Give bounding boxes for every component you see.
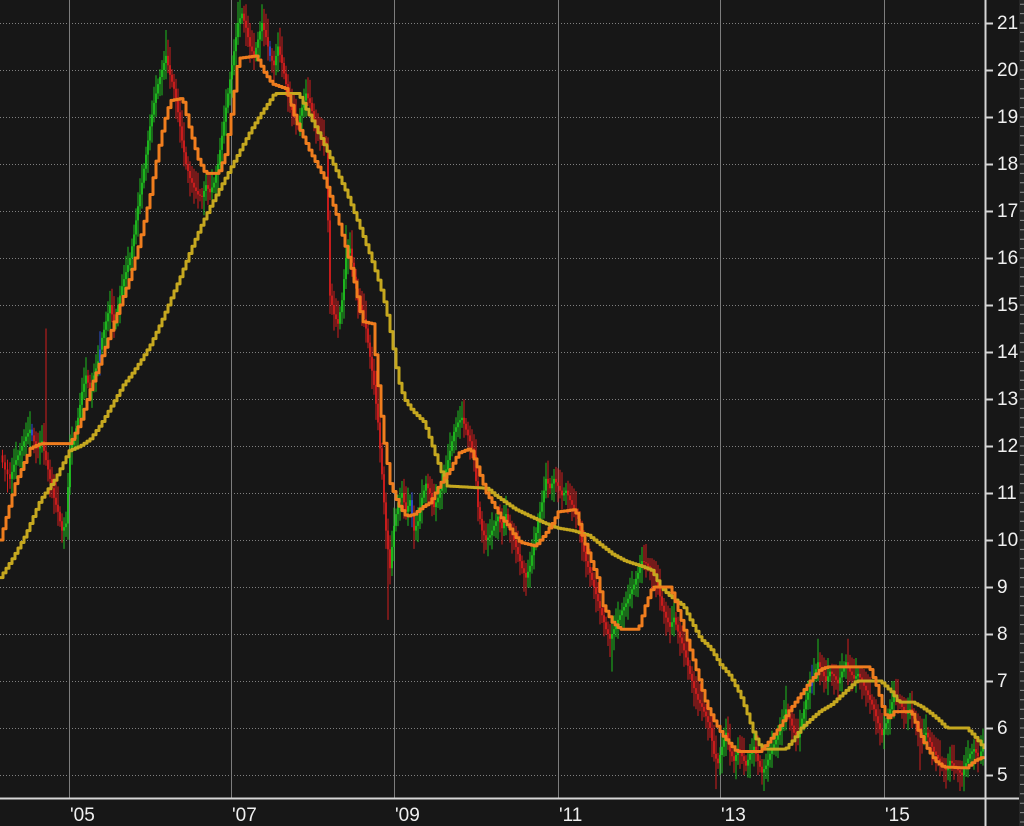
x-axis-label: '11 xyxy=(559,805,582,826)
right-edge-strip xyxy=(1019,0,1024,826)
vertical-gridlines xyxy=(69,0,885,798)
y-axis-label: 5 xyxy=(997,765,1008,786)
y-axis-label: 11 xyxy=(997,483,1017,504)
y-axis-ticks xyxy=(985,22,993,777)
y-axis-label: 8 xyxy=(997,624,1008,645)
slow-moving-average-line xyxy=(0,92,986,751)
y-axis-label: 21 xyxy=(997,13,1018,34)
y-axis-label: 15 xyxy=(997,295,1018,316)
y-axis-label: 20 xyxy=(997,60,1018,81)
y-axis-label: 13 xyxy=(997,389,1018,410)
y-axis-label: 17 xyxy=(997,201,1018,222)
y-axis-label: 14 xyxy=(997,342,1019,363)
fast-moving-average-line xyxy=(0,54,986,770)
y-axis-label: 19 xyxy=(997,107,1018,128)
x-axis-label: '07 xyxy=(232,805,257,826)
y-axis-label: 12 xyxy=(997,436,1018,457)
y-axis-label: 7 xyxy=(997,671,1008,692)
y-axis-label: 6 xyxy=(997,718,1008,739)
x-axis-label: '13 xyxy=(721,805,746,826)
y-axis-label: 16 xyxy=(997,248,1018,269)
y-axis-label: 18 xyxy=(997,154,1018,175)
right-edge-minor-ticks xyxy=(1020,3,1024,823)
x-axis-label: '09 xyxy=(395,805,420,826)
y-axis-label: 9 xyxy=(997,577,1008,598)
candle-bodies-blue xyxy=(31,46,813,686)
x-axis-label: '05 xyxy=(70,805,95,826)
x-axis-label: '15 xyxy=(885,805,910,826)
y-axis-label: 10 xyxy=(997,530,1018,551)
